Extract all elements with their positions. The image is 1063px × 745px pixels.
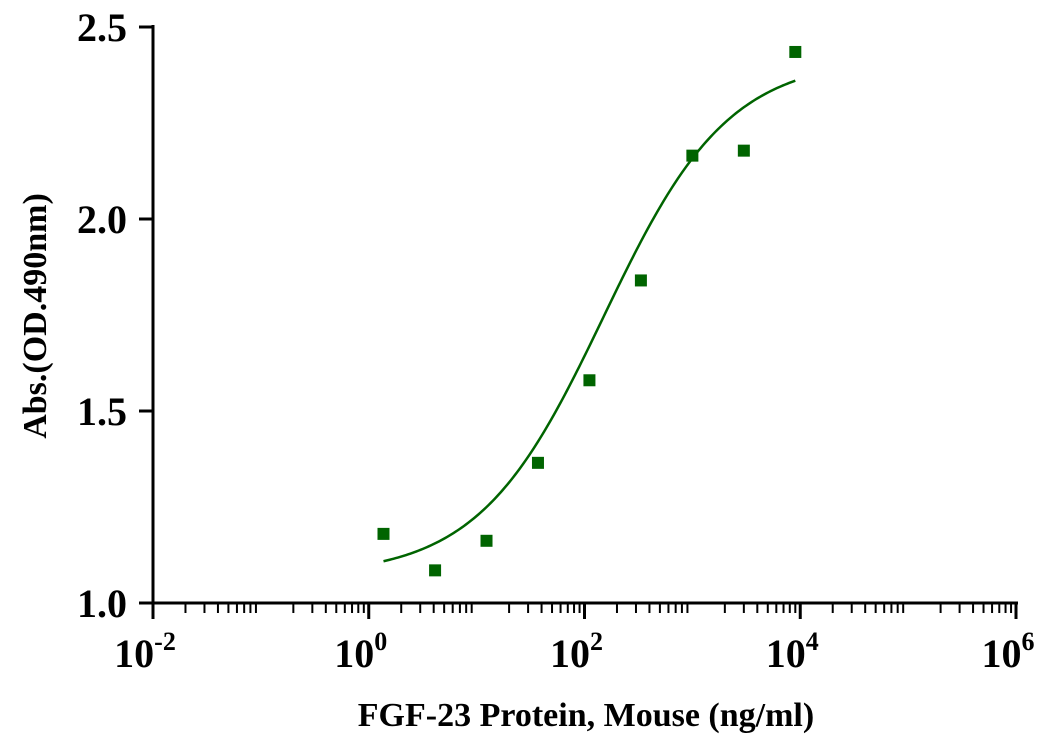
data-point (429, 564, 442, 577)
fit-curve (383, 79, 796, 563)
x-tick-exponent: 0 (374, 627, 387, 656)
x-tick-label: 104 (766, 627, 819, 676)
x-tick-exponent: 6 (1022, 627, 1035, 656)
x-axis-title: FGF-23 Protein, Mouse (ng/ml) (358, 697, 814, 734)
x-tick-label: 10-2 (114, 627, 176, 676)
data-point (531, 456, 544, 469)
x-tick-exponent: 4 (806, 627, 819, 656)
data-points (377, 45, 802, 577)
x-tick-label: 100 (334, 627, 387, 676)
data-point (480, 534, 493, 547)
fit-curve-group (383, 79, 796, 563)
y-tick-label: 2.0 (77, 197, 127, 242)
x-tick-label: 106 (982, 627, 1035, 676)
y-tick-label: 1.0 (77, 581, 127, 626)
axes: 1.0 1.5 2.0 2.5 10-2 100 102 104 106 (77, 5, 1035, 676)
x-tick-exponent: -2 (154, 627, 176, 656)
x-tick-label: 102 (550, 627, 603, 676)
data-point (789, 45, 802, 58)
data-point (686, 149, 699, 162)
data-point (583, 374, 596, 387)
y-tick-label: 1.5 (77, 389, 127, 434)
data-point (377, 527, 390, 540)
data-point (737, 144, 750, 157)
x-tick-exponent: 2 (590, 627, 603, 656)
data-point (634, 274, 647, 287)
y-tick-label: 2.5 (77, 5, 127, 50)
y-axis-title: Abs.(OD.490nm) (17, 193, 54, 439)
